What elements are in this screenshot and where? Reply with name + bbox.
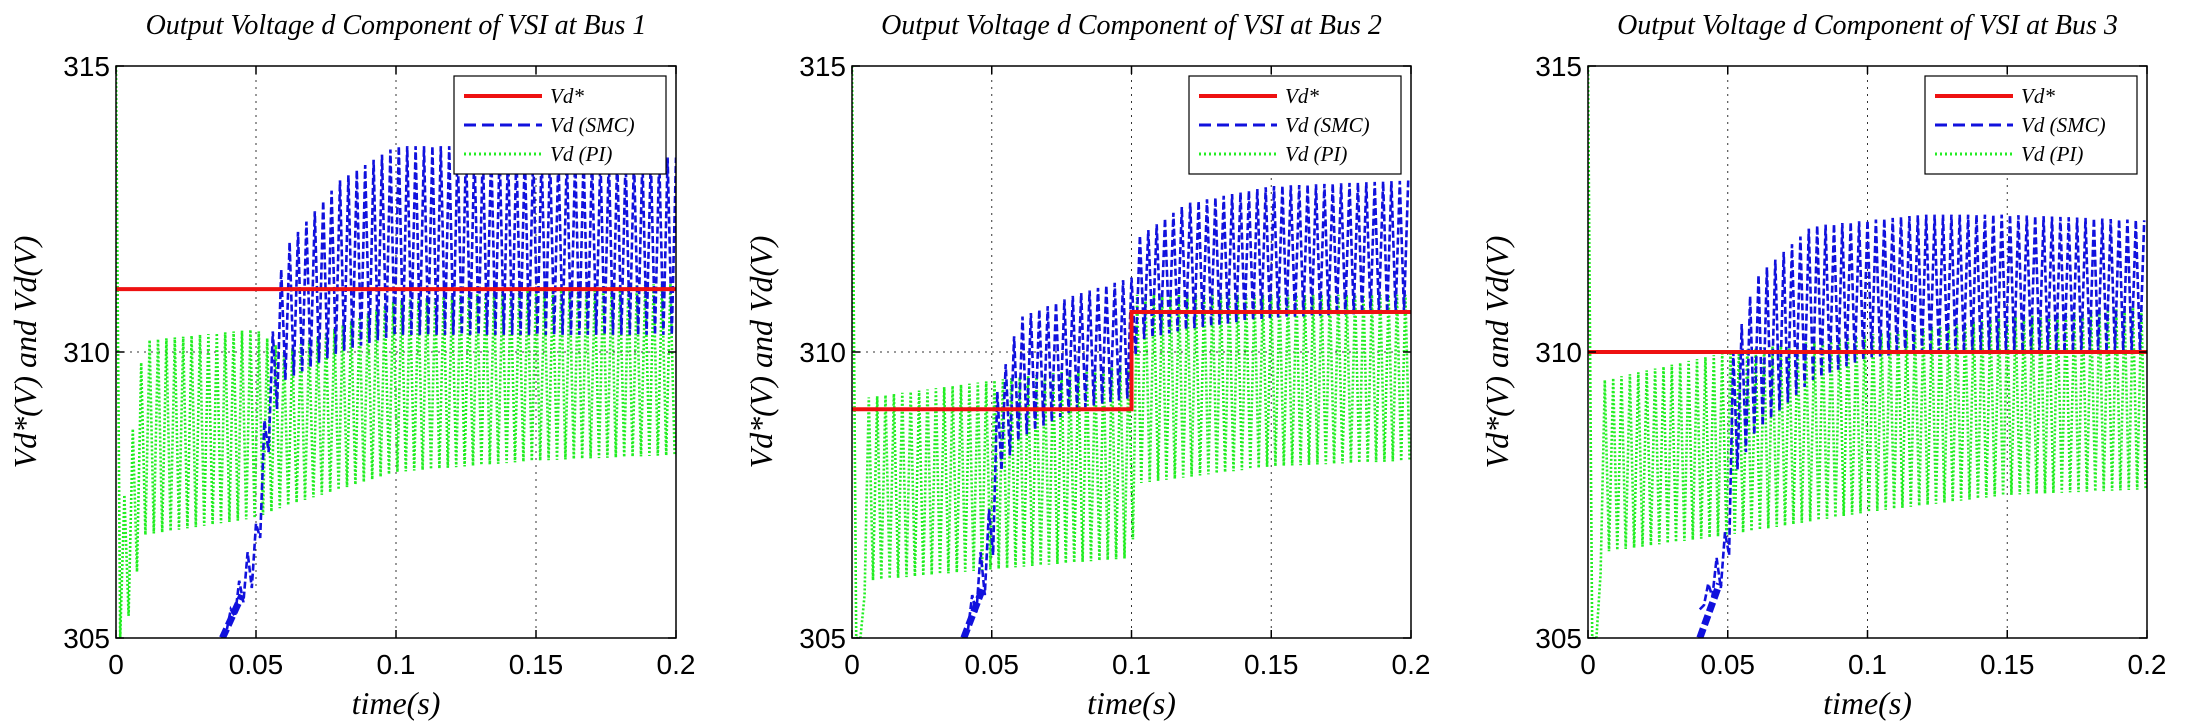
y-tick-label: 315 (63, 51, 110, 82)
y-tick-label: 305 (1535, 623, 1582, 654)
tick-marks (115, 65, 677, 639)
series-vd-smc-transient (1696, 582, 1723, 638)
y-tick-label: 315 (1535, 51, 1582, 82)
legend-label: Vd (SMC) (1285, 113, 1370, 137)
legend-label: Vd (PI) (550, 142, 612, 166)
x-tick-label: 0.05 (965, 649, 1020, 680)
legend-label: Vd (SMC) (550, 113, 635, 137)
x-tick-label: 0 (1580, 649, 1596, 680)
x-tick-label: 0.2 (2128, 649, 2167, 680)
grid-lines (1588, 66, 2147, 638)
chart-title: Output Voltage d Component of VSI at Bus… (146, 10, 647, 41)
legend-label: Vd* (2021, 84, 2055, 108)
grid-lines (116, 66, 676, 638)
x-tick-label: 0.15 (509, 649, 564, 680)
legend-label: Vd* (550, 84, 584, 108)
series-vd-pi-line (116, 66, 676, 638)
legend-label: Vd (PI) (2021, 142, 2083, 166)
series-vd-smc-line (962, 180, 1410, 638)
tick-marks (1587, 65, 2148, 639)
series-vd-smc-transient (219, 593, 246, 638)
x-tick-label: 0.05 (1701, 649, 1756, 680)
series-vd-ref-line (852, 310, 1411, 412)
legend-label: Vd (SMC) (2021, 113, 2106, 137)
chart-panel-3: 0 0.05 0.1 0.15 0.2 305 310 315 Output Voltage d… (1479, 10, 2166, 721)
x-tick-label: 0.05 (229, 649, 284, 680)
y-axis-label: Vd*(V) and Vd(V) (1479, 236, 1515, 469)
plot-area (1588, 66, 2147, 638)
x-axis-label: time(s) (1087, 685, 1176, 721)
x-tick-label: 0.1 (377, 649, 416, 680)
legend-label: Vd* (1285, 84, 1319, 108)
tick-marks (851, 65, 1412, 639)
x-axis-label: time(s) (1823, 685, 1912, 721)
plot-area (852, 66, 1411, 638)
chart-title: Output Voltage d Component of VSI at Bus… (1617, 10, 2118, 41)
y-tick-label: 315 (799, 51, 846, 82)
x-tick-label: 0.15 (1980, 649, 2035, 680)
series-vd-smc-transient (960, 585, 987, 638)
x-tick-label: 0 (844, 649, 860, 680)
x-tick-label: 0.1 (1848, 649, 1887, 680)
legend: Vd* Vd (SMC) Vd (PI) (1924, 75, 2138, 175)
series-vd-pi-line (852, 66, 1411, 638)
chart-panel-2: 0 0.05 0.1 0.15 0.2 305 310 315 Output Voltage d… (743, 10, 1430, 721)
x-tick-label: 0.2 (657, 649, 696, 680)
x-axis-label: time(s) (352, 685, 441, 721)
y-tick-label: 310 (63, 337, 110, 368)
y-axis-label: Vd*(V) and Vd(V) (7, 236, 43, 469)
y-tick-label: 305 (799, 623, 846, 654)
legend: Vd* Vd (SMC) Vd (PI) (453, 75, 667, 175)
y-tick-label: 310 (1535, 337, 1582, 368)
y-axis-label: Vd*(V) and Vd(V) (743, 236, 779, 469)
x-tick-label: 0 (108, 649, 124, 680)
legend-label: Vd (PI) (1285, 142, 1347, 166)
x-tick-label: 0.15 (1244, 649, 1299, 680)
legend: Vd* Vd (SMC) Vd (PI) (1188, 75, 1402, 175)
series-vd-pi-line (1588, 66, 2147, 638)
y-tick-label: 305 (63, 623, 110, 654)
x-tick-label: 0.2 (1392, 649, 1431, 680)
chart-title: Output Voltage d Component of VSI at Bus… (881, 10, 1382, 41)
y-tick-label: 310 (799, 337, 846, 368)
chart-panel-1: 0 0.05 0.1 0.15 0.2 305 310 315 Output Voltage d… (7, 10, 695, 721)
x-tick-label: 0.1 (1112, 649, 1151, 680)
